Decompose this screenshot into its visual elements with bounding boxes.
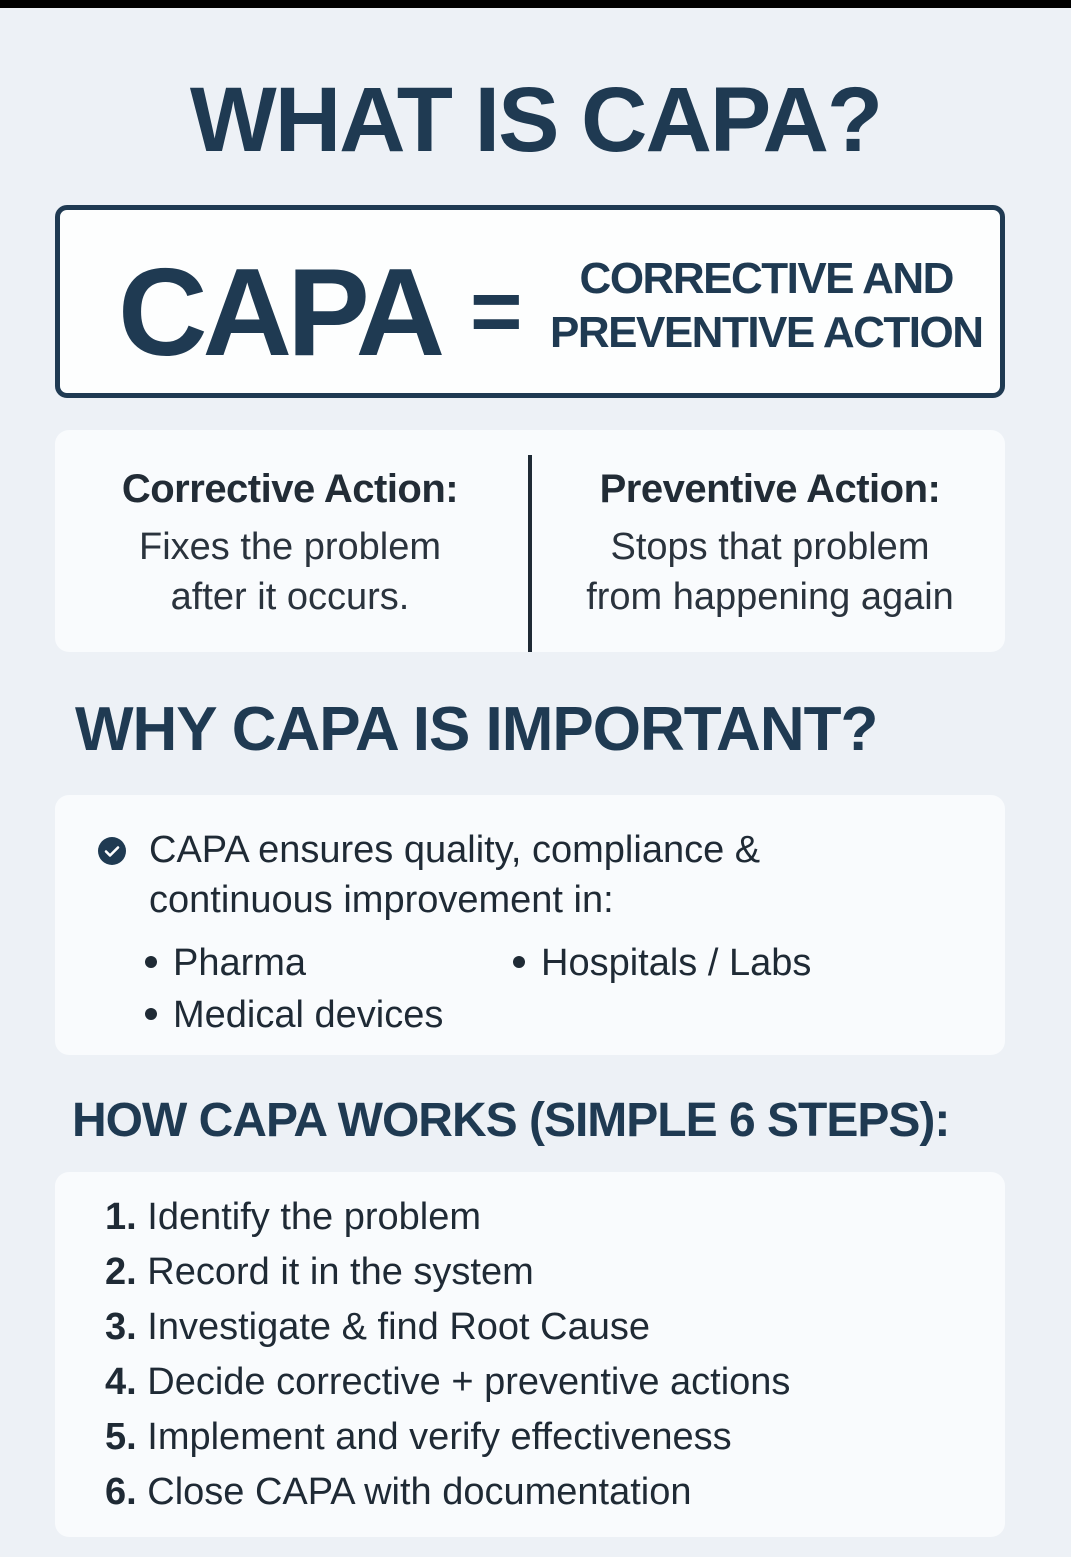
step-item: 6. Close CAPA with documentation: [105, 1467, 692, 1517]
preventive-description: Stops that problem from happening again: [535, 522, 1005, 622]
preventive-heading: Preventive Action:: [599, 467, 941, 511]
step-text: Investigate & find Root Cause: [147, 1306, 651, 1348]
industry-item: Pharma: [145, 938, 306, 988]
step-text: Identify the problem: [147, 1196, 482, 1238]
column-divider: [528, 455, 532, 652]
expansion-line-1: CORRECTIVE AND: [579, 254, 955, 303]
top-bar: [0, 0, 1071, 8]
acronym-expansion: CORRECTIVE AND PREVENTIVE ACTION: [550, 252, 984, 360]
steps-card: 1. Identify the problem 2. Record it in …: [55, 1172, 1005, 1537]
step-text: Close CAPA with documentation: [147, 1471, 692, 1513]
equals-sign: =: [470, 262, 523, 362]
preventive-line-1: Stops that problem: [610, 526, 930, 568]
step-number: 4.: [105, 1361, 137, 1403]
page-title: WHAT IS CAPA?: [189, 69, 883, 171]
importance-line-1: CAPA ensures quality, compliance &: [149, 829, 761, 871]
expansion-line-2: PREVENTIVE ACTION: [550, 308, 984, 357]
step-number: 2.: [105, 1251, 137, 1293]
check-circle-icon: [98, 837, 126, 865]
corrective-column: Corrective Action: Fixes the problem afte…: [55, 462, 525, 622]
industry-item: Medical devices: [145, 990, 443, 1040]
importance-card: CAPA ensures quality, compliance & conti…: [55, 795, 1005, 1055]
why-heading: WHY CAPA IS IMPORTANT?: [75, 695, 878, 764]
step-number: 5.: [105, 1416, 137, 1458]
step-text: Implement and verify effectiveness: [147, 1416, 732, 1458]
step-item: 3. Investigate & find Root Cause: [105, 1302, 650, 1352]
step-text: Decide corrective + preventive actions: [147, 1361, 791, 1403]
step-item: 5. Implement and verify effectiveness: [105, 1412, 732, 1462]
how-heading: HOW CAPA WORKS (SIMPLE 6 STEPS):: [72, 1094, 950, 1147]
corrective-heading: Corrective Action:: [121, 467, 459, 511]
action-types-card: Corrective Action: Fixes the problem afte…: [55, 430, 1005, 652]
step-number: 3.: [105, 1306, 137, 1348]
step-text: Record it in the system: [147, 1251, 534, 1293]
step-item: 2. Record it in the system: [105, 1247, 534, 1297]
preventive-column: Preventive Action: Stops that problem fro…: [535, 462, 1005, 622]
corrective-description: Fixes the problem after it occurs.: [55, 522, 525, 622]
step-item: 4. Decide corrective + preventive action…: [105, 1357, 790, 1407]
acronym: CAPA: [118, 244, 445, 382]
definition-box: CAPA = CORRECTIVE AND PREVENTIVE ACTION: [55, 205, 1005, 398]
corrective-line-2: after it occurs.: [170, 576, 410, 618]
step-number: 1.: [105, 1196, 137, 1238]
industry-item: Hospitals / Labs: [513, 938, 811, 988]
step-number: 6.: [105, 1471, 137, 1513]
step-item: 1. Identify the problem: [105, 1192, 481, 1242]
preventive-line-2: from happening again: [586, 576, 954, 618]
importance-text: CAPA ensures quality, compliance & conti…: [149, 825, 909, 925]
importance-line-2: continuous improvement in:: [149, 879, 614, 921]
corrective-line-1: Fixes the problem: [138, 526, 441, 568]
